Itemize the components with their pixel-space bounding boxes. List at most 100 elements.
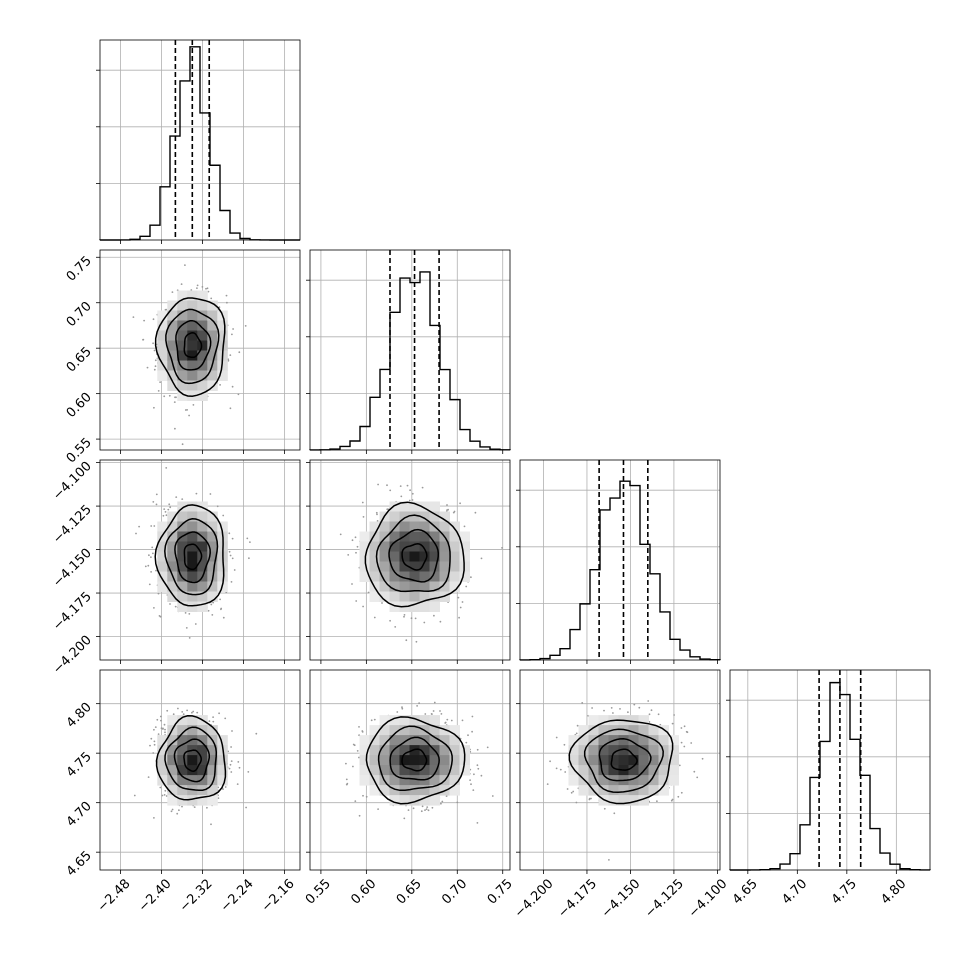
density-cell xyxy=(167,511,178,522)
density-cell xyxy=(449,561,460,572)
density-cell xyxy=(419,745,430,756)
sample-point xyxy=(160,727,163,730)
sample-point xyxy=(476,764,479,767)
sample-point xyxy=(231,537,234,540)
density-cell xyxy=(439,521,450,532)
sample-point xyxy=(603,807,606,810)
density-cell xyxy=(578,755,589,766)
density-cell xyxy=(207,795,218,806)
sample-point xyxy=(231,557,234,560)
density-cell xyxy=(207,370,218,381)
sample-point xyxy=(229,763,232,766)
panel-content xyxy=(100,670,300,870)
sample-point xyxy=(182,713,185,716)
density-cell xyxy=(197,310,208,321)
density-cell xyxy=(588,755,599,766)
sample-point xyxy=(377,808,379,810)
density-cell xyxy=(197,360,208,371)
sample-point xyxy=(222,514,225,517)
sample-point xyxy=(157,733,160,735)
sample-point xyxy=(238,351,241,354)
density-cell xyxy=(207,531,218,542)
density-cell xyxy=(157,541,168,552)
density-cell xyxy=(157,561,168,572)
sample-point xyxy=(685,730,688,733)
sample-point xyxy=(237,393,240,396)
sample-point xyxy=(149,744,151,747)
sample-point xyxy=(133,794,136,797)
density-cell xyxy=(598,785,609,796)
x-tick-label: 0.65 xyxy=(394,876,425,907)
density-cell xyxy=(658,775,669,786)
density-cell xyxy=(197,735,208,746)
sample-point xyxy=(150,737,153,740)
density-cell xyxy=(409,501,420,512)
density-cell xyxy=(429,511,440,522)
sample-point xyxy=(152,342,155,345)
sample-point xyxy=(154,726,157,728)
density-cell xyxy=(439,511,450,522)
density-cell xyxy=(399,775,410,786)
density-cell xyxy=(167,330,178,341)
sample-point xyxy=(459,502,461,505)
density-cell xyxy=(608,795,619,806)
sample-point xyxy=(155,493,158,496)
density-cell xyxy=(167,320,178,331)
y-tick-label: 0.55 xyxy=(64,435,95,466)
density-cell xyxy=(177,775,188,786)
density-cell xyxy=(389,531,400,542)
density-cell xyxy=(187,300,198,311)
contour-level-2 xyxy=(388,528,440,583)
density-cell xyxy=(197,561,208,572)
sample-point xyxy=(246,537,249,540)
density-cell xyxy=(389,775,400,786)
sample-point xyxy=(160,719,162,722)
density-cell xyxy=(177,785,188,796)
sample-point xyxy=(224,786,227,788)
density-cell xyxy=(588,775,599,786)
panel-frame xyxy=(309,669,511,871)
density-cell xyxy=(439,551,450,562)
density-cell xyxy=(409,715,420,726)
density-cell xyxy=(379,561,390,572)
density-cell xyxy=(588,765,599,776)
scatter-panel-3-2 xyxy=(309,459,511,661)
density-cell xyxy=(439,765,450,776)
contour-level-3 xyxy=(164,518,219,596)
density-cell xyxy=(187,581,198,592)
sample-point xyxy=(186,409,189,411)
density-cell xyxy=(459,531,470,542)
contour-level-3 xyxy=(583,728,664,794)
density-cell xyxy=(449,551,460,562)
contour-level-4 xyxy=(568,719,674,805)
density-cell xyxy=(668,765,679,776)
density-cell xyxy=(157,360,168,371)
density-cell xyxy=(598,735,609,746)
sample-point xyxy=(591,707,593,709)
sample-point xyxy=(156,718,159,721)
sample-point xyxy=(170,810,173,813)
sample-point xyxy=(153,406,155,409)
sample-point xyxy=(163,508,166,510)
density-cell xyxy=(177,591,188,602)
sample-point xyxy=(230,746,233,748)
sample-point xyxy=(249,541,251,543)
density-cell xyxy=(187,715,198,726)
density-cell xyxy=(588,725,599,736)
density-cell xyxy=(369,755,380,766)
sample-point xyxy=(228,767,231,770)
density-cell xyxy=(389,725,400,736)
sample-point xyxy=(245,806,248,809)
density-cell xyxy=(167,370,178,381)
sample-point xyxy=(175,496,178,498)
sample-point xyxy=(450,719,453,722)
sample-point xyxy=(181,498,184,500)
density-cell xyxy=(419,551,430,562)
sample-point xyxy=(345,783,348,786)
sample-point xyxy=(355,551,357,554)
density-cell xyxy=(409,735,420,746)
density-cell xyxy=(379,571,390,582)
sample-point xyxy=(152,318,155,321)
contour-level-2 xyxy=(173,738,211,783)
density-cell xyxy=(439,755,450,766)
